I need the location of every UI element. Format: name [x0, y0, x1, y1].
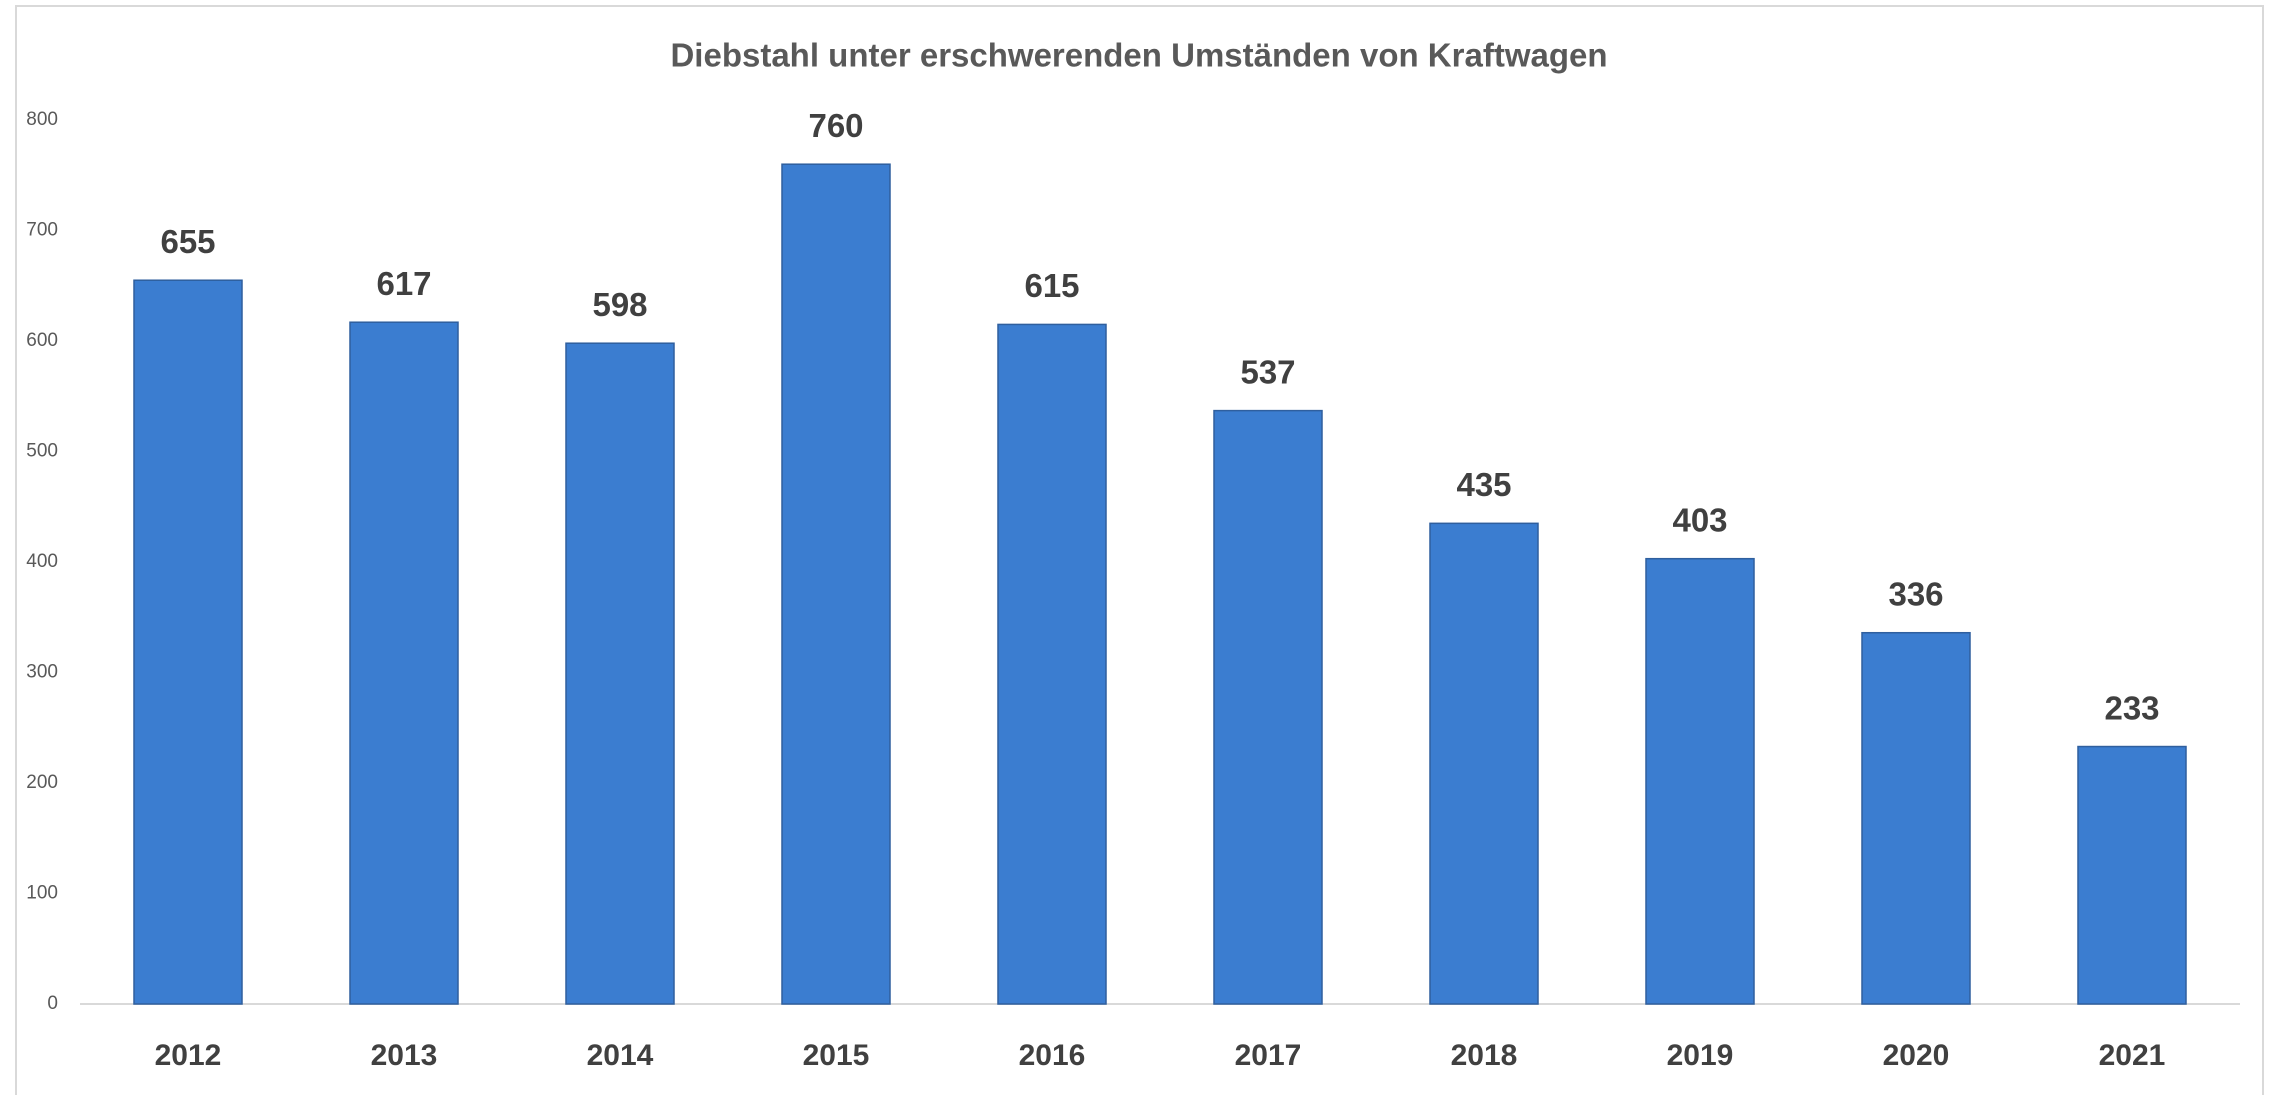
y-tick-label: 400 [26, 551, 58, 572]
y-tick-label: 600 [26, 330, 58, 351]
y-tick-label: 700 [26, 220, 58, 241]
bar [997, 323, 1107, 1005]
bar [1213, 409, 1323, 1005]
value-label: 760 [808, 107, 863, 144]
value-label: 537 [1240, 353, 1295, 390]
bar [2077, 745, 2187, 1005]
bar [565, 342, 675, 1005]
value-label: 615 [1024, 267, 1079, 304]
x-tick-label: 2014 [587, 1039, 654, 1072]
chart-title: Diebstahl unter erschwerenden Umständen … [670, 37, 1607, 74]
value-label: 598 [592, 286, 647, 323]
y-tick-label: 500 [26, 441, 58, 462]
value-label: 336 [1888, 575, 1943, 612]
x-tick-label: 2016 [1019, 1039, 1086, 1072]
bar [1645, 557, 1755, 1005]
y-tick-label: 800 [26, 109, 58, 130]
y-tick-label: 0 [47, 993, 58, 1014]
value-label: 655 [160, 223, 215, 260]
x-tick-label: 2018 [1451, 1039, 1518, 1072]
bar [781, 163, 891, 1005]
x-tick-label: 2019 [1667, 1039, 1734, 1072]
value-label: 233 [2104, 689, 2159, 726]
bar [133, 279, 243, 1005]
bar [1861, 631, 1971, 1005]
x-tick-label: 2017 [1235, 1039, 1302, 1072]
x-tick-label: 2015 [803, 1039, 870, 1072]
x-tick-label: 2012 [155, 1039, 222, 1072]
x-tick-label: 2020 [1883, 1039, 1950, 1072]
value-label: 403 [1672, 501, 1727, 538]
y-tick-label: 100 [26, 883, 58, 904]
x-tick-label: 2013 [371, 1039, 438, 1072]
bar [1429, 522, 1539, 1005]
y-tick-label: 300 [26, 662, 58, 683]
bar [349, 321, 459, 1005]
y-tick-label: 200 [26, 772, 58, 793]
value-label: 617 [376, 265, 431, 302]
value-label: 435 [1456, 466, 1511, 503]
x-tick-label: 2021 [2099, 1039, 2166, 1072]
